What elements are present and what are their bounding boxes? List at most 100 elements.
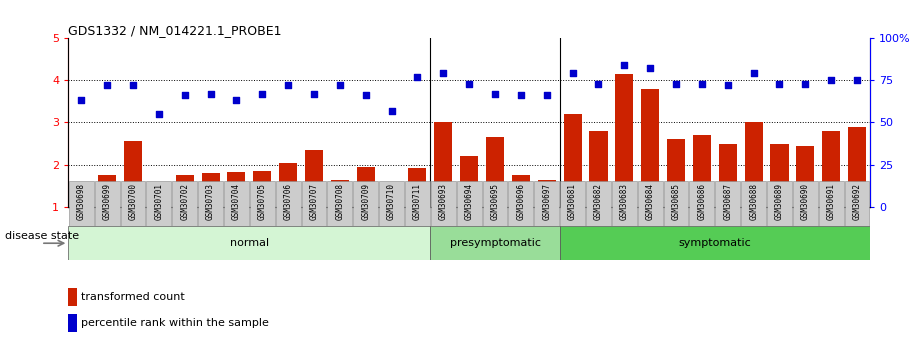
Bar: [564, 114, 581, 207]
Text: GSM30710: GSM30710: [387, 184, 396, 220]
Point: [410, 74, 425, 80]
Point: [203, 91, 218, 97]
Point: [514, 93, 528, 98]
Text: transformed count: transformed count: [81, 293, 185, 302]
FancyBboxPatch shape: [379, 181, 404, 226]
Point: [643, 66, 658, 71]
Point: [721, 82, 735, 88]
FancyBboxPatch shape: [120, 181, 146, 226]
Bar: [176, 175, 194, 207]
Bar: [228, 172, 245, 207]
Bar: [201, 173, 220, 207]
Text: GSM30707: GSM30707: [310, 184, 319, 220]
Text: GSM30681: GSM30681: [568, 184, 577, 220]
Text: GSM30685: GSM30685: [671, 184, 681, 220]
Point: [384, 108, 399, 114]
Bar: [149, 205, 168, 207]
Bar: [435, 122, 453, 207]
Text: GSM30684: GSM30684: [646, 184, 655, 220]
Text: GSM30690: GSM30690: [801, 184, 810, 220]
FancyBboxPatch shape: [431, 181, 456, 226]
Text: GSM30700: GSM30700: [128, 184, 138, 220]
FancyBboxPatch shape: [638, 181, 662, 226]
FancyBboxPatch shape: [767, 181, 792, 226]
FancyBboxPatch shape: [535, 181, 559, 226]
Point: [669, 81, 683, 86]
Point: [333, 82, 347, 88]
FancyBboxPatch shape: [147, 181, 171, 226]
Point: [591, 81, 606, 86]
Text: GSM30683: GSM30683: [619, 184, 629, 220]
Point: [436, 71, 451, 76]
Bar: [744, 122, 763, 207]
Point: [566, 71, 580, 76]
Bar: [253, 171, 271, 207]
Text: GSM30694: GSM30694: [465, 184, 474, 220]
FancyBboxPatch shape: [224, 181, 249, 226]
Bar: [408, 168, 426, 207]
Point: [178, 93, 192, 98]
Bar: [641, 89, 660, 207]
Text: GSM30692: GSM30692: [853, 184, 862, 220]
Text: GSM30693: GSM30693: [439, 184, 448, 220]
Text: GSM30708: GSM30708: [335, 184, 344, 220]
Bar: [822, 131, 840, 207]
Text: disease state: disease state: [5, 231, 78, 241]
Bar: [848, 127, 866, 207]
FancyBboxPatch shape: [663, 181, 689, 226]
FancyBboxPatch shape: [68, 226, 430, 260]
Text: GSM30691: GSM30691: [826, 184, 835, 220]
Point: [307, 91, 322, 97]
Text: GSM30698: GSM30698: [77, 184, 86, 220]
Text: GSM30696: GSM30696: [517, 184, 526, 220]
Bar: [460, 156, 478, 207]
Point: [100, 82, 115, 88]
Text: GSM30699: GSM30699: [103, 184, 112, 220]
Point: [539, 93, 554, 98]
FancyBboxPatch shape: [690, 181, 714, 226]
Point: [358, 93, 373, 98]
FancyBboxPatch shape: [199, 181, 223, 226]
Point: [230, 98, 244, 103]
FancyBboxPatch shape: [559, 226, 870, 260]
Bar: [771, 144, 789, 207]
Text: normal: normal: [230, 238, 269, 248]
Text: GSM30682: GSM30682: [594, 184, 603, 220]
Bar: [693, 135, 711, 207]
FancyBboxPatch shape: [276, 181, 301, 226]
Text: GSM30695: GSM30695: [490, 184, 499, 220]
Bar: [72, 181, 90, 207]
Point: [798, 81, 813, 86]
Point: [281, 82, 295, 88]
Text: GSM30702: GSM30702: [180, 184, 189, 220]
FancyBboxPatch shape: [819, 181, 844, 226]
Bar: [589, 131, 608, 207]
Bar: [68, 314, 77, 332]
Text: GDS1332 / NM_014221.1_PROBE1: GDS1332 / NM_014221.1_PROBE1: [68, 24, 281, 37]
Point: [694, 81, 709, 86]
Point: [126, 82, 140, 88]
Bar: [357, 167, 374, 207]
FancyBboxPatch shape: [612, 181, 637, 226]
FancyBboxPatch shape: [793, 181, 818, 226]
FancyBboxPatch shape: [483, 181, 507, 226]
FancyBboxPatch shape: [742, 181, 766, 226]
Text: symptomatic: symptomatic: [679, 238, 752, 248]
FancyBboxPatch shape: [405, 181, 430, 226]
FancyBboxPatch shape: [95, 181, 119, 226]
Point: [617, 62, 631, 68]
Bar: [68, 288, 77, 306]
Bar: [796, 146, 814, 207]
Point: [850, 77, 865, 83]
Bar: [305, 150, 323, 207]
Text: GSM30688: GSM30688: [749, 184, 758, 220]
FancyBboxPatch shape: [302, 181, 326, 226]
Bar: [667, 139, 685, 207]
Text: GSM30703: GSM30703: [206, 184, 215, 220]
Text: percentile rank within the sample: percentile rank within the sample: [81, 318, 269, 328]
Text: GSM30711: GSM30711: [413, 184, 422, 220]
Text: GSM30689: GSM30689: [775, 184, 784, 220]
Bar: [512, 175, 530, 207]
FancyBboxPatch shape: [844, 181, 869, 226]
Point: [824, 77, 838, 83]
